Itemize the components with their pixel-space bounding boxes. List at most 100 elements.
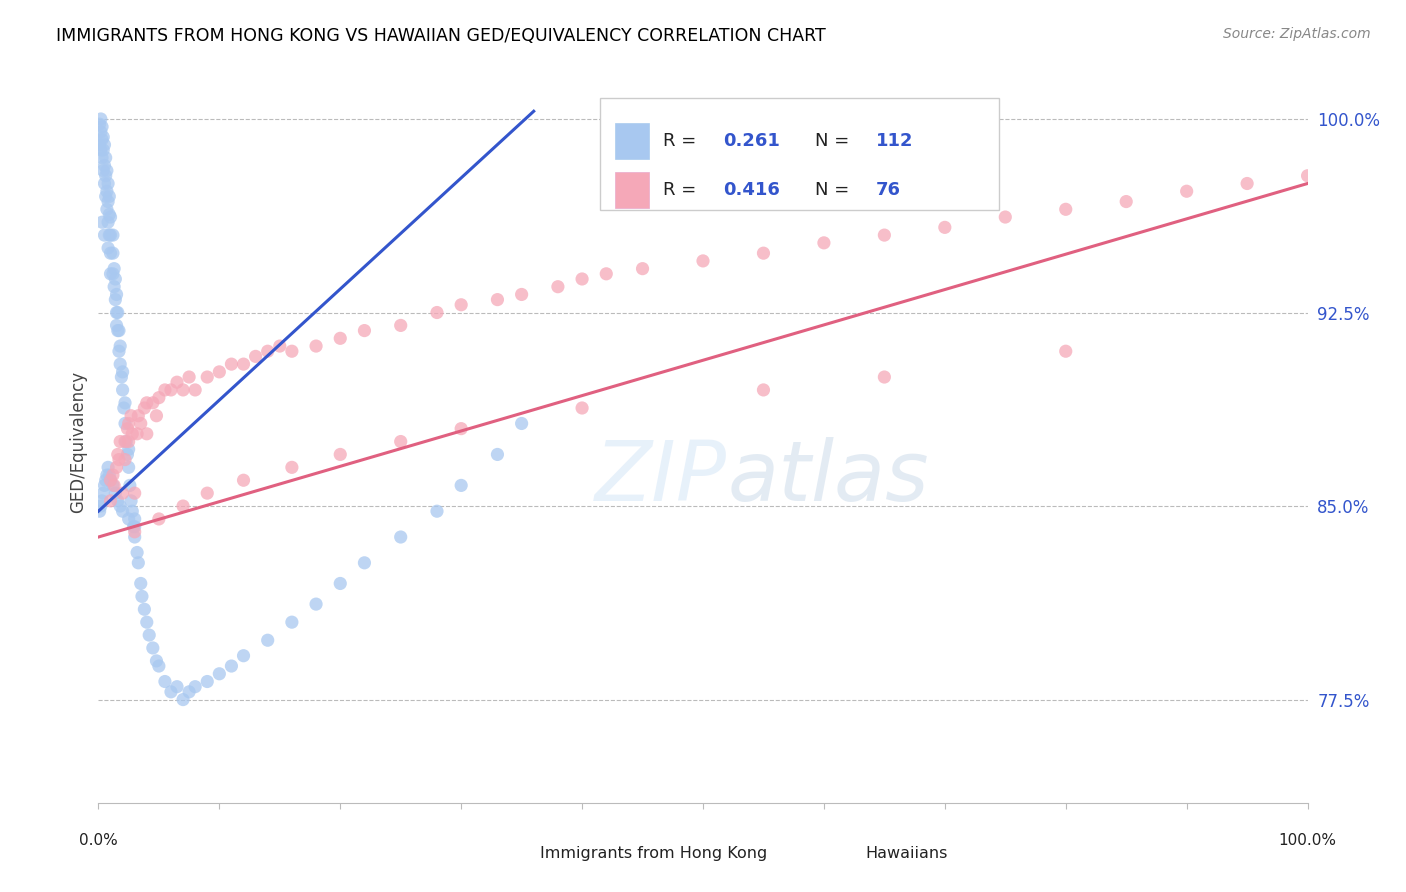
Point (103, 478, 125, 492)
Point (97, 460, 120, 475)
Point (631, 261, 654, 276)
Point (127, 556, 149, 570)
Point (160, 685, 183, 699)
Point (90, 499, 112, 513)
Point (353, 556, 375, 570)
Point (107, 494, 129, 508)
Point (426, 504, 449, 518)
Point (91, 215, 114, 229)
Point (1236, 177, 1258, 191)
Point (994, 210, 1017, 224)
Point (89, 117, 111, 131)
Point (96, 202, 118, 217)
Point (486, 293, 509, 307)
FancyBboxPatch shape (614, 123, 648, 159)
Point (117, 422, 139, 436)
Point (256, 344, 278, 359)
Point (101, 267, 124, 281)
Point (111, 383, 134, 397)
Point (510, 287, 533, 301)
Point (547, 279, 569, 293)
Point (91, 486, 114, 500)
Point (111, 365, 134, 379)
Point (96, 163, 118, 178)
Point (873, 370, 896, 384)
Point (124, 519, 146, 533)
Point (124, 530, 146, 544)
Point (105, 460, 128, 475)
Text: atlas: atlas (727, 437, 929, 518)
Point (91, 143, 114, 157)
Point (101, 246, 124, 260)
Point (97, 241, 120, 255)
Point (94, 473, 117, 487)
Point (184, 383, 207, 397)
Point (114, 417, 136, 431)
Point (127, 409, 149, 423)
Point (172, 383, 194, 397)
Point (1054, 202, 1077, 217)
Point (89, 137, 111, 152)
Point (208, 365, 231, 379)
Point (138, 628, 160, 642)
Point (131, 590, 153, 604)
Point (97, 215, 120, 229)
Point (129, 576, 152, 591)
Point (120, 409, 142, 423)
Text: 0.261: 0.261 (724, 132, 780, 150)
Point (104, 486, 127, 500)
Point (232, 473, 254, 487)
Point (111, 486, 134, 500)
Point (450, 422, 472, 436)
Point (91, 133, 114, 147)
Point (114, 452, 136, 467)
Point (813, 235, 835, 250)
Point (120, 494, 142, 508)
Point (148, 659, 170, 673)
Text: N =: N = (815, 181, 855, 199)
Point (184, 680, 207, 694)
Point (103, 261, 125, 276)
Point (148, 391, 170, 405)
Point (124, 512, 146, 526)
Point (124, 524, 146, 539)
Point (486, 447, 509, 461)
Point (100, 246, 122, 260)
Point (208, 666, 231, 681)
Point (108, 434, 131, 449)
Point (353, 324, 375, 338)
Point (329, 576, 352, 591)
Point (121, 504, 143, 518)
Point (111, 504, 134, 518)
Point (105, 318, 128, 333)
Point (134, 401, 156, 415)
Text: Source: ZipAtlas.com: Source: ZipAtlas.com (1223, 27, 1371, 41)
Text: ZIP: ZIP (595, 437, 727, 518)
Point (934, 220, 956, 235)
Text: R =: R = (664, 132, 702, 150)
FancyBboxPatch shape (614, 172, 648, 208)
Point (107, 324, 129, 338)
Point (221, 357, 243, 371)
Point (115, 434, 138, 449)
FancyBboxPatch shape (600, 98, 1000, 211)
Point (135, 426, 157, 441)
Point (221, 659, 243, 673)
Point (110, 370, 132, 384)
Point (195, 674, 218, 689)
Point (595, 267, 617, 281)
Point (166, 375, 188, 389)
Point (108, 339, 131, 353)
Point (1175, 184, 1198, 198)
Y-axis label: GED/Equivalency: GED/Equivalency (69, 370, 87, 513)
Point (118, 512, 141, 526)
Point (122, 519, 145, 533)
Point (108, 344, 131, 359)
Point (153, 674, 176, 689)
Point (135, 396, 157, 410)
Point (450, 478, 472, 492)
Point (100, 267, 122, 281)
Point (91, 120, 114, 134)
Point (97, 177, 120, 191)
Point (145, 409, 167, 423)
